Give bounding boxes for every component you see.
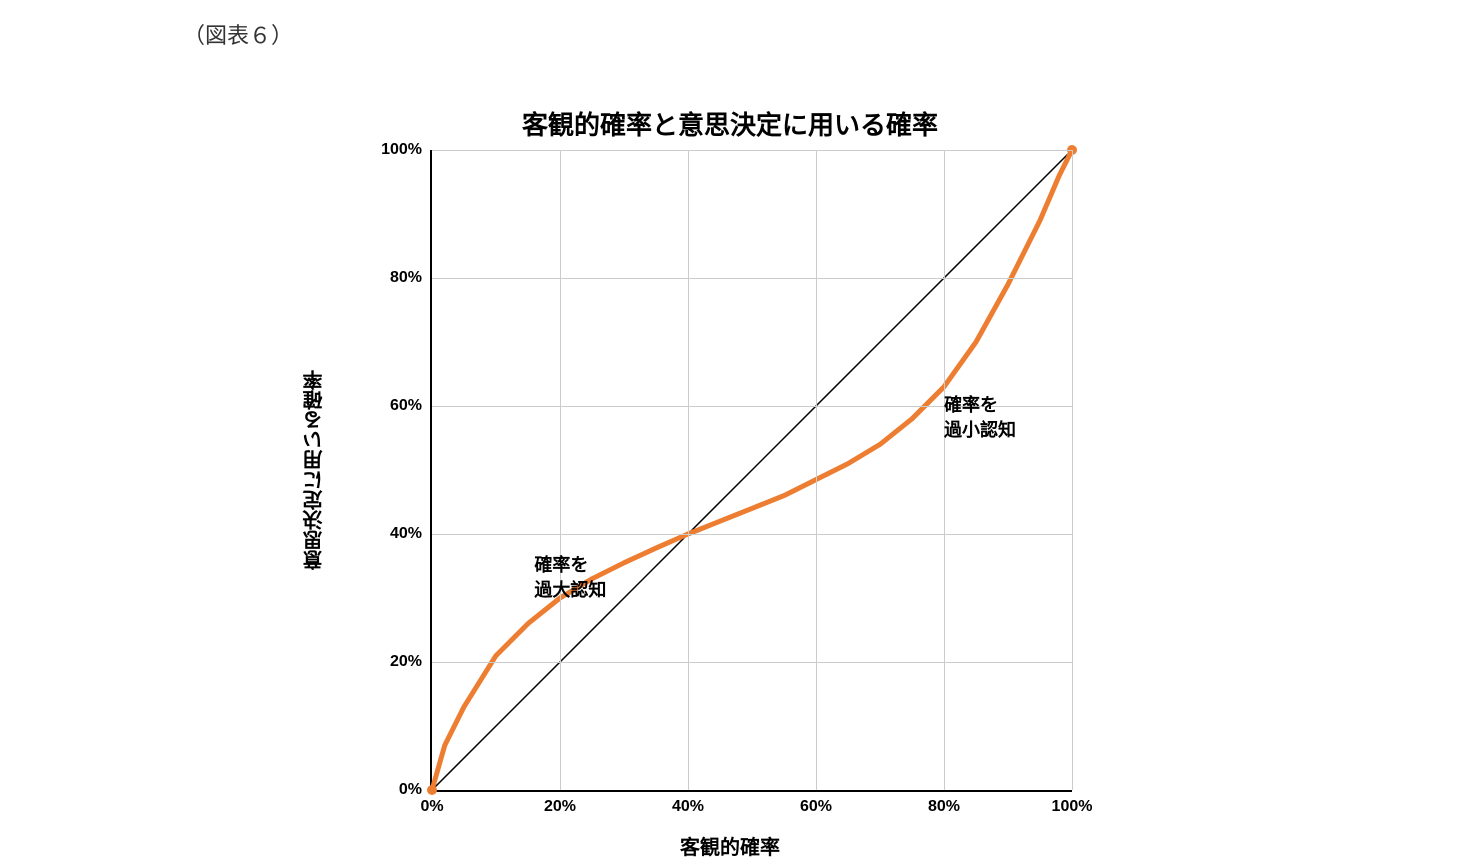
x-tick-label: 80% (928, 798, 960, 816)
x-tick-label: 0% (420, 798, 443, 816)
gridline-vertical (944, 150, 945, 790)
plot-area: 0%20%40%60%80%100%0%20%40%60%80%100%確率を … (430, 150, 1072, 792)
series-identity-line (432, 150, 1072, 790)
gridline-horizontal (432, 662, 1072, 663)
y-tick-label: 20% (390, 653, 422, 671)
gridline-horizontal (432, 150, 1072, 151)
gridline-vertical (560, 150, 561, 790)
x-tick-label: 20% (544, 798, 576, 816)
y-tick-label: 40% (390, 525, 422, 543)
chart-svg-overlay (432, 150, 1072, 790)
y-tick-label: 60% (390, 397, 422, 415)
x-tick-label: 60% (800, 798, 832, 816)
series-marker (427, 785, 437, 795)
x-axis-title: 客観的確率 (320, 831, 1140, 860)
chart-annotation: 確率を 過大認知 (534, 553, 606, 603)
gridline-vertical (1072, 150, 1073, 790)
page: （図表６） 客観的確率と意思決定に用いる確率 意思決定に用いる確率 客観的確率 … (0, 0, 1463, 864)
gridline-horizontal (432, 534, 1072, 535)
x-tick-label: 100% (1052, 798, 1093, 816)
y-tick-label: 100% (381, 141, 422, 159)
y-axis-title: 意思決定に用いる確率 (300, 370, 329, 570)
gridline-horizontal (432, 278, 1072, 279)
chart-title: 客観的確率と意思決定に用いる確率 (320, 105, 1140, 142)
y-tick-label: 80% (390, 269, 422, 287)
y-tick-label: 0% (399, 781, 422, 799)
figure-label: （図表６） (183, 18, 293, 50)
x-tick-label: 40% (672, 798, 704, 816)
gridline-vertical (688, 150, 689, 790)
probability-weighting-chart: 客観的確率と意思決定に用いる確率 意思決定に用いる確率 客観的確率 0%20%4… (320, 90, 1140, 850)
chart-annotation: 確率を 過小認知 (944, 393, 1016, 443)
gridline-vertical (816, 150, 817, 790)
